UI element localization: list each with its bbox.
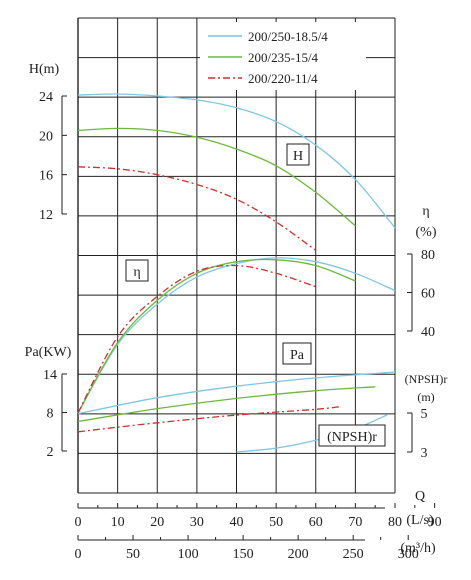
power-tick-label: 2 — [47, 445, 54, 460]
npsh-tick-label: 5 — [421, 407, 428, 422]
head-curve-200-250-18-5-4 — [77, 93, 396, 229]
eff-panel-label-box — [125, 259, 149, 282]
head-tick-label: 20 — [39, 129, 53, 144]
m3h-tick-label: 200 — [288, 547, 309, 562]
q-tick-label: 10 — [111, 515, 125, 530]
eff-tick-label: 40 — [421, 325, 435, 340]
eff-axis-unit: (%) — [416, 225, 437, 240]
head-curve-200-220-11-4 — [77, 166, 317, 251]
power-curve-200-235-15-4 — [77, 386, 376, 423]
power-curve-200-220-11-4 — [77, 406, 340, 433]
q-tick-label: 0 — [75, 515, 82, 530]
q-axis-unit: (L/s) — [406, 513, 434, 528]
power-axis-label: Pa(KW) — [25, 345, 72, 360]
labels: Hη Pa (NPSH)r — [125, 143, 386, 447]
curves — [77, 93, 396, 453]
npsh-panel-label-box — [318, 424, 386, 447]
q-tick-label: 90 — [428, 515, 442, 530]
legend-label: 200/235-15/4 — [248, 50, 319, 65]
head-axis-label: H(m) — [29, 62, 60, 77]
q-tick-label: 80 — [388, 515, 402, 530]
legend-label: 200/220-11/4 — [248, 71, 318, 86]
grid — [77, 17, 396, 494]
m3h-tick-label: 250 — [343, 547, 364, 562]
m3h-axis-unit: (m³/h) — [400, 541, 436, 556]
head-tick-label: 24 — [39, 90, 53, 105]
power-tick-label: 14 — [43, 368, 57, 383]
q-tick-label: 50 — [269, 515, 283, 530]
head-tick-label: 16 — [39, 169, 53, 184]
m3h-tick-label: 0 — [75, 547, 82, 562]
npsh-panel-label: (NPSH)r — [327, 430, 377, 445]
eff-tick-label: 80 — [421, 248, 435, 263]
m3h-tick-label: 300 — [398, 547, 419, 562]
eff-curve-200-220-11-4 — [77, 264, 317, 414]
head-curve-200-235-15-4 — [77, 127, 356, 227]
power-panel-label: Pa — [290, 348, 305, 363]
power-panel-label-box — [282, 342, 312, 365]
q-tick-label: 20 — [150, 515, 164, 530]
power-tick-label: 8 — [47, 407, 54, 422]
eff-curve-200-235-15-4 — [77, 258, 356, 414]
q-axis-name: Q — [415, 489, 425, 504]
q-tick-label: 70 — [348, 515, 362, 530]
eff-tick-label: 60 — [421, 287, 435, 302]
eff-panel-label: η — [133, 265, 140, 280]
m3h-tick-label: 100 — [178, 547, 199, 562]
head-panel-label: H — [293, 149, 303, 164]
npsh-axis-label: (NPSH)r — [405, 372, 448, 386]
legend-label: 200/250-18.5/4 — [248, 29, 328, 44]
q-tick-label: 40 — [230, 515, 244, 530]
eff-curve-200-250-18-5-4 — [77, 257, 396, 414]
q-tick-label: 30 — [190, 515, 204, 530]
head-panel-label-box — [286, 143, 310, 166]
axes: 24201612H(m)1482Pa(KW)806040η(%)53(NPSH)… — [25, 62, 448, 562]
head-tick-label: 12 — [39, 208, 53, 223]
m3h-tick-label: 50 — [126, 547, 140, 562]
legend: 200/250-18.5/4 200/235-15/4 200/220-11/4 — [200, 22, 366, 90]
eff-axis-label: η — [422, 204, 429, 219]
npsh-axis-unit: (m) — [417, 390, 434, 404]
q-tick-label: 60 — [309, 515, 323, 530]
m3h-tick-label: 150 — [233, 547, 254, 562]
npsh-tick-label: 3 — [421, 446, 428, 461]
power-curve-200-250-18-5-4 — [77, 371, 396, 415]
npsh-curve-200-250-18-5-4 — [236, 414, 388, 453]
